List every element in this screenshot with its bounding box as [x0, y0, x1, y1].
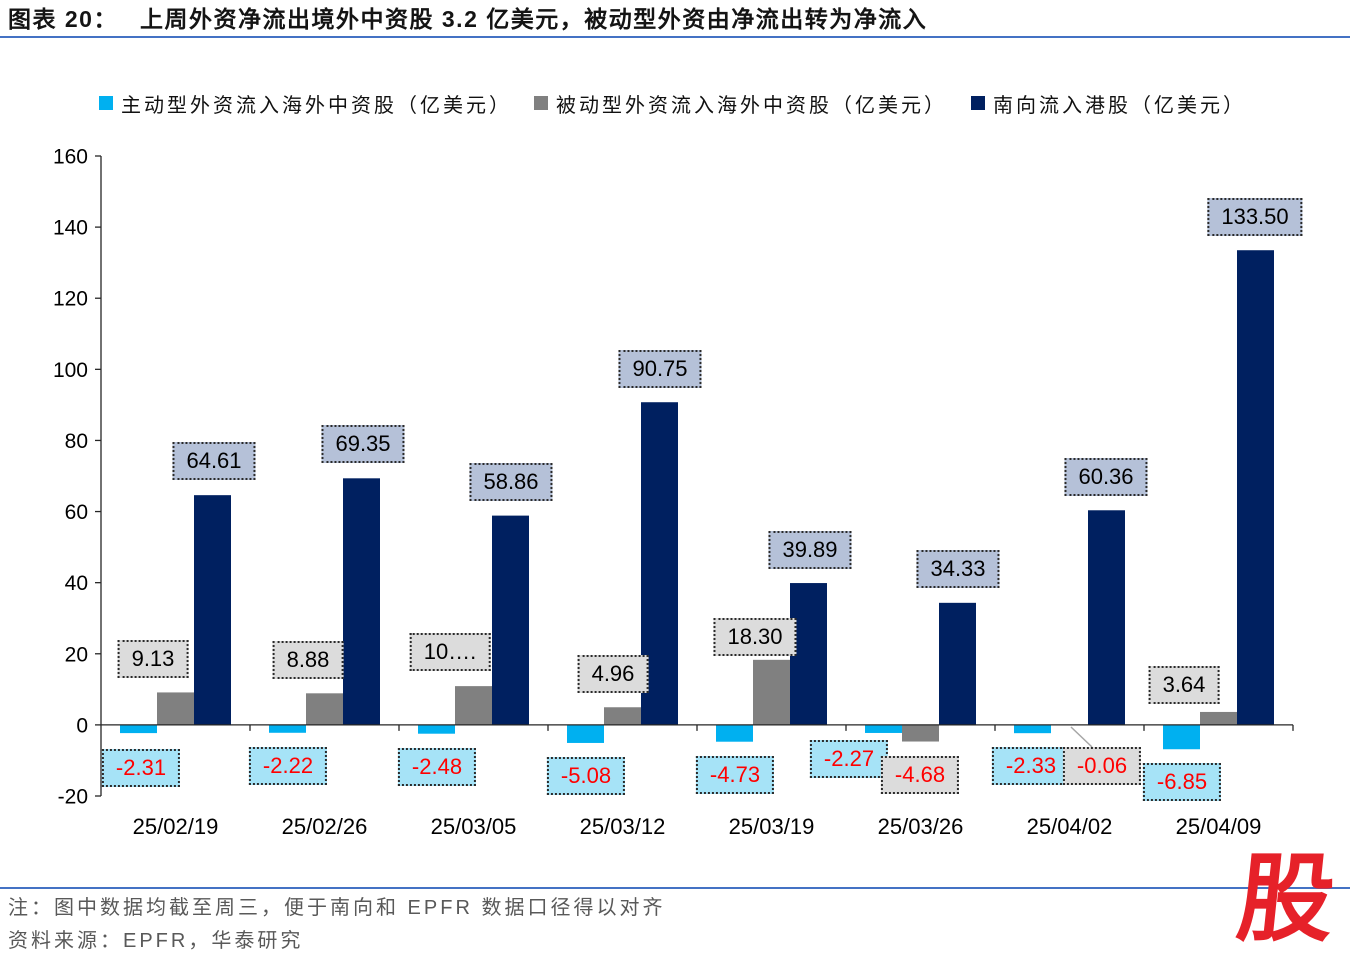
legend-label-active: 主动型外资流入海外中资股（亿美元）	[121, 94, 512, 117]
leader-line-passive-250402	[1070, 726, 1093, 748]
bar-southbound-250219	[194, 495, 231, 725]
legend-item-southbound: 南向流入港股（亿美元）	[971, 91, 1246, 117]
data-label-active-250219: -2.31	[101, 749, 181, 787]
bar-southbound-250305	[492, 515, 529, 725]
data-label-southbound-250409: 133.50	[1207, 198, 1303, 236]
y-tick-label: 80	[65, 430, 88, 453]
data-label-active-250319: -4.73	[695, 756, 775, 794]
legend-swatch-active	[99, 96, 113, 110]
legend-item-passive: 被动型外资流入海外中资股（亿美元）	[534, 91, 947, 117]
x-tick-label: 25/03/12	[580, 814, 666, 839]
bar-passive-250326	[902, 724, 939, 742]
bar-active-250219	[120, 724, 157, 734]
bar-active-250409	[1163, 724, 1200, 750]
legend-swatch-southbound	[971, 96, 985, 110]
data-label-southbound-250326: 34.33	[916, 550, 1000, 588]
y-tick-label: -20	[58, 786, 88, 809]
bar-active-250319	[716, 724, 753, 742]
footer-source: 资料来源：EPFR，华泰研究	[8, 930, 304, 952]
bar-passive-250226	[306, 693, 343, 725]
x-tick-label: 25/03/05	[431, 814, 517, 839]
title-rule	[0, 36, 1350, 38]
legend-item-active: 主动型外资流入海外中资股（亿美元）	[99, 91, 512, 117]
figure-title: 图表 20： 上周外资净流出境外中资股 3.2 亿美元，被动型外资由净流出转为净流…	[8, 4, 927, 34]
y-tick-label: 160	[53, 146, 88, 169]
bar-active-250312	[567, 724, 604, 743]
y-tick-label: 100	[53, 359, 88, 382]
data-label-active-250326: -2.27	[809, 740, 889, 778]
legend-label-southbound: 南向流入港股（亿美元）	[993, 94, 1246, 117]
data-label-passive-250312: 4.96	[577, 655, 649, 693]
data-label-passive-250305: 10….	[409, 633, 491, 671]
bar-southbound-250326	[939, 602, 976, 725]
bar-passive-250219	[157, 692, 194, 725]
data-label-active-250305: -2.48	[397, 748, 477, 786]
data-label-southbound-250219: 64.61	[172, 442, 256, 480]
data-label-southbound-250402: 60.36	[1064, 458, 1148, 496]
bar-passive-250312	[604, 707, 641, 725]
y-tick-label: 20	[65, 643, 88, 666]
data-label-southbound-250319: 39.89	[768, 531, 852, 569]
bar-passive-250319	[753, 659, 790, 725]
data-label-passive-250402: -0.06	[1062, 747, 1142, 785]
x-tick-label: 25/04/09	[1176, 814, 1262, 839]
brand-logo: 股	[1232, 846, 1340, 953]
data-label-southbound-250312: 90.75	[618, 350, 702, 388]
bar-southbound-250226	[343, 478, 380, 725]
data-label-active-250409: -6.85	[1142, 763, 1222, 801]
data-label-passive-250409: 3.64	[1148, 666, 1220, 704]
bar-active-250402	[1014, 724, 1051, 734]
bar-passive-250305	[455, 686, 492, 725]
bar-active-250305	[418, 724, 455, 734]
legend-swatch-passive	[534, 96, 548, 110]
bar-southbound-250409	[1237, 250, 1274, 725]
bar-southbound-250402	[1088, 510, 1125, 725]
y-tick-label: 40	[65, 572, 88, 595]
figure-caption: 上周外资净流出境外中资股 3.2 亿美元，被动型外资由净流出转为净流入	[140, 6, 928, 32]
bar-passive-250409	[1200, 711, 1237, 725]
data-label-southbound-250305: 58.86	[469, 463, 553, 501]
data-label-active-250312: -5.08	[546, 757, 626, 795]
x-tick-label: 25/03/26	[878, 814, 964, 839]
y-tick-label: 60	[65, 501, 88, 524]
data-label-active-250226: -2.22	[248, 747, 328, 785]
y-tick-label: 120	[53, 288, 88, 311]
data-label-active-250402: -2.33	[991, 747, 1071, 785]
data-label-passive-250326: -4.68	[880, 756, 960, 794]
y-tick-label: 0	[76, 714, 88, 737]
x-tick-label: 25/03/19	[729, 814, 815, 839]
data-label-passive-250226: 8.88	[272, 641, 344, 679]
x-tick-label: 25/02/19	[133, 814, 219, 839]
data-label-passive-250219: 9.13	[117, 640, 189, 678]
footer-note: 注：图中数据均截至周三，便于南向和 EPFR 数据口径得以对齐	[8, 897, 666, 919]
x-tick-label: 25/02/26	[282, 814, 368, 839]
legend-label-passive: 被动型外资流入海外中资股（亿美元）	[556, 94, 947, 117]
bar-active-250326	[865, 724, 902, 733]
data-label-southbound-250226: 69.35	[321, 425, 405, 463]
x-tick-label: 25/04/02	[1027, 814, 1113, 839]
figure-number: 图表 20：	[8, 6, 118, 32]
footer-rule	[0, 887, 1350, 889]
y-tick-label: 140	[53, 217, 88, 240]
data-label-passive-250319: 18.30	[713, 618, 797, 656]
bar-active-250226	[269, 724, 306, 733]
